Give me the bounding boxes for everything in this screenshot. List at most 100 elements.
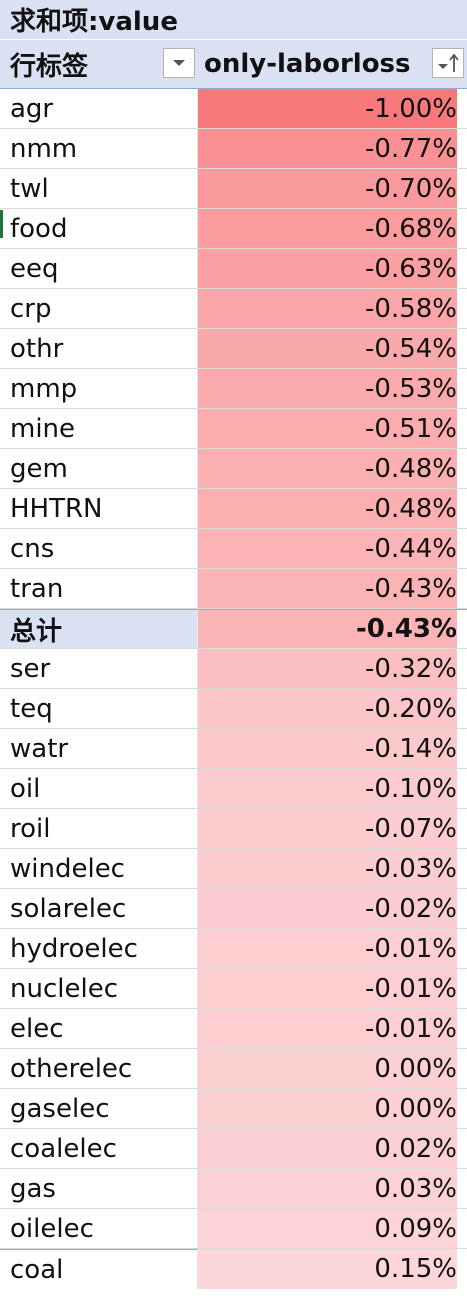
row-labels-header[interactable]: 行标签 (0, 40, 198, 88)
sort-filter-icon[interactable] (432, 48, 464, 78)
value-cell[interactable]: -0.32% (198, 649, 467, 688)
table-row[interactable]: crp -0.58% (0, 289, 467, 329)
table-row[interactable]: oilelec 0.09% (0, 1209, 467, 1249)
value-cell[interactable]: -0.58% (198, 289, 467, 328)
table-row[interactable]: twl -0.70% (0, 169, 467, 209)
table-row[interactable]: eeq -0.63% (0, 249, 467, 289)
grand-total-value[interactable]: -0.43% (198, 609, 467, 648)
grand-total-label[interactable]: 总计 (0, 609, 198, 648)
value-cell[interactable]: 0.00% (198, 1049, 467, 1088)
value-text: -0.01% (365, 973, 457, 1004)
row-label-cell[interactable]: teq (0, 689, 198, 728)
value-text: -0.43% (356, 614, 457, 644)
table-row[interactable]: gaselec 0.00% (0, 1089, 467, 1129)
color-scale-fill (198, 689, 457, 728)
table-row[interactable]: HHTRN -0.48% (0, 489, 467, 529)
row-label-cell[interactable]: nuclelec (0, 969, 198, 1008)
row-label-cell[interactable]: windelec (0, 849, 198, 888)
value-cell[interactable]: -0.10% (198, 769, 467, 808)
pivot-title-cell[interactable]: 求和项:value (0, 0, 467, 40)
value-cell[interactable]: 0.15% (198, 1249, 467, 1289)
row-label-cell[interactable]: otherelec (0, 1049, 198, 1088)
value-cell[interactable]: -1.00% (198, 89, 467, 128)
row-label-cell[interactable]: solarelec (0, 889, 198, 928)
table-row[interactable]: mmp -0.53% (0, 369, 467, 409)
value-column-header[interactable]: only-laborloss (198, 40, 467, 88)
table-row[interactable]: cns -0.44% (0, 529, 467, 569)
row-label-cell[interactable]: mmp (0, 369, 198, 408)
row-label-cell[interactable]: roil (0, 809, 198, 848)
value-cell[interactable]: -0.51% (198, 409, 467, 448)
value-cell[interactable]: -0.48% (198, 449, 467, 488)
row-label-cell[interactable]: oil (0, 769, 198, 808)
grand-total-row[interactable]: 总计 -0.43% (0, 609, 467, 649)
table-row[interactable]: othr -0.54% (0, 329, 467, 369)
dropdown-filter-icon[interactable] (163, 48, 195, 78)
value-cell[interactable]: -0.54% (198, 329, 467, 368)
row-label-cell[interactable]: ser (0, 649, 198, 688)
row-label-cell[interactable]: tran (0, 569, 198, 608)
value-cell[interactable]: -0.03% (198, 849, 467, 888)
value-cell[interactable]: -0.14% (198, 729, 467, 768)
table-row[interactable]: watr -0.14% (0, 729, 467, 769)
table-row[interactable]: tran -0.43% (0, 569, 467, 609)
row-label-cell[interactable]: cns (0, 529, 198, 568)
row-label-cell[interactable]: gem (0, 449, 198, 488)
row-label-cell[interactable]: oilelec (0, 1209, 198, 1248)
table-row[interactable]: mine -0.51% (0, 409, 467, 449)
value-cell[interactable]: -0.53% (198, 369, 467, 408)
value-cell[interactable]: -0.01% (198, 1009, 467, 1048)
table-row[interactable]: elec -0.01% (0, 1009, 467, 1049)
value-text: -0.32% (365, 653, 457, 684)
table-row[interactable]: food -0.68% (0, 209, 467, 249)
row-label-cell[interactable]: gaselec (0, 1089, 198, 1128)
table-row[interactable]: windelec -0.03% (0, 849, 467, 889)
table-row[interactable]: hydroelec -0.01% (0, 929, 467, 969)
value-cell[interactable]: -0.02% (198, 889, 467, 928)
row-label-cell[interactable]: eeq (0, 249, 198, 288)
row-label-cell[interactable]: agr (0, 89, 198, 128)
value-cell[interactable]: -0.01% (198, 969, 467, 1008)
row-label-cell[interactable]: food (0, 209, 198, 248)
value-cell[interactable]: 0.00% (198, 1089, 467, 1128)
row-label-cell[interactable]: coal (0, 1249, 198, 1289)
table-row[interactable]: teq -0.20% (0, 689, 467, 729)
table-row[interactable]: agr -1.00% (0, 89, 467, 129)
value-cell[interactable]: -0.01% (198, 929, 467, 968)
row-label-cell[interactable]: nmm (0, 129, 198, 168)
table-row[interactable]: nuclelec -0.01% (0, 969, 467, 1009)
table-row[interactable]: roil -0.07% (0, 809, 467, 849)
value-cell[interactable]: -0.44% (198, 529, 467, 568)
row-label-cell[interactable]: elec (0, 1009, 198, 1048)
row-label-cell[interactable]: HHTRN (0, 489, 198, 528)
table-row[interactable]: oil -0.10% (0, 769, 467, 809)
table-row[interactable]: coalelec 0.02% (0, 1129, 467, 1169)
value-cell[interactable]: -0.68% (198, 209, 467, 248)
table-row[interactable]: solarelec -0.02% (0, 889, 467, 929)
value-cell[interactable]: -0.07% (198, 809, 467, 848)
value-cell[interactable]: -0.48% (198, 489, 467, 528)
row-label-cell[interactable]: mine (0, 409, 198, 448)
value-cell[interactable]: -0.20% (198, 689, 467, 728)
row-label-cell[interactable]: watr (0, 729, 198, 768)
value-cell[interactable]: -0.63% (198, 249, 467, 288)
value-cell[interactable]: -0.43% (198, 569, 467, 608)
table-row[interactable]: gas 0.03% (0, 1169, 467, 1209)
table-row[interactable]: otherelec 0.00% (0, 1049, 467, 1089)
row-label-cell[interactable]: coalelec (0, 1129, 198, 1168)
table-row[interactable]: nmm -0.77% (0, 129, 467, 169)
row-label-cell[interactable]: gas (0, 1169, 198, 1208)
table-row[interactable]: gem -0.48% (0, 449, 467, 489)
row-label-cell[interactable]: twl (0, 169, 198, 208)
value-cell[interactable]: -0.77% (198, 129, 467, 168)
table-row[interactable]: ser -0.32% (0, 649, 467, 689)
value-cell[interactable]: 0.02% (198, 1129, 467, 1168)
value-cell[interactable]: -0.70% (198, 169, 467, 208)
table-row[interactable]: coal 0.15% (0, 1249, 467, 1289)
row-label-cell[interactable]: crp (0, 289, 198, 328)
row-label-cell[interactable]: othr (0, 329, 198, 368)
row-label-cell[interactable]: hydroelec (0, 929, 198, 968)
value-cell[interactable]: 0.09% (198, 1209, 467, 1248)
value-cell[interactable]: 0.03% (198, 1169, 467, 1208)
